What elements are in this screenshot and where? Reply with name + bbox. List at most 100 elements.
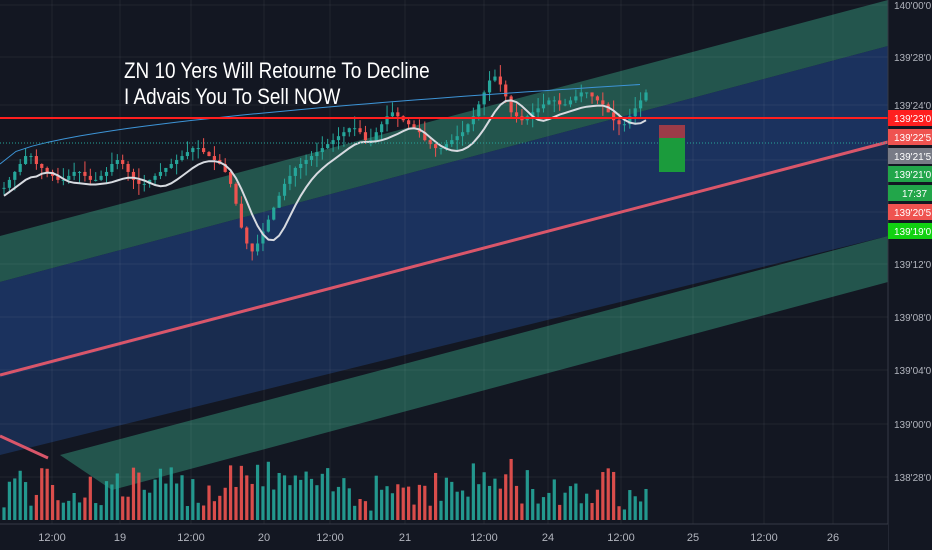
volume-bar [590, 503, 594, 520]
candle-body [121, 160, 125, 164]
candle-body [536, 108, 540, 113]
volume-bar [482, 472, 486, 520]
volume-bar [585, 493, 589, 520]
volume-bar [126, 496, 130, 520]
volume-bar [471, 463, 475, 520]
time-axis[interactable] [0, 524, 888, 550]
volume-bar [309, 478, 314, 520]
candle-body [61, 179, 65, 181]
candle-body [115, 160, 119, 164]
volume-bar [164, 483, 168, 520]
candle-body [412, 124, 416, 129]
volume-bar [223, 487, 227, 520]
candle-body [175, 160, 179, 164]
candle-body [336, 136, 341, 141]
candle-body [628, 116, 632, 125]
price-axis[interactable] [888, 0, 932, 550]
candle-body [126, 163, 130, 172]
candle-body [471, 116, 475, 125]
volume-bar [579, 503, 583, 520]
volume-bar [266, 461, 270, 520]
price-badge-bg [888, 223, 932, 239]
volume-bar [202, 505, 206, 520]
time-tick-label: 12:00 [607, 532, 635, 544]
candle-body [423, 132, 427, 141]
volume-bar [239, 465, 243, 520]
candle-body [601, 100, 605, 105]
volume-bar [417, 484, 422, 520]
price-badge-bg [888, 148, 932, 164]
candle-body [331, 140, 335, 145]
candle-body [23, 156, 28, 164]
candle-body [67, 175, 71, 180]
time-tick-label: 25 [687, 532, 699, 544]
price-tick-label: 140'00'0 [894, 1, 932, 12]
price-badge-label: 17:37 [902, 189, 927, 200]
candle-body [320, 148, 324, 153]
candle-body [104, 171, 109, 176]
volume-bar [574, 483, 578, 520]
candle-body [245, 227, 249, 244]
volume-bar [493, 478, 497, 520]
volume-bar [433, 472, 438, 520]
volume-bar [617, 506, 621, 520]
price-badge-last: 139'21'5 [888, 148, 932, 164]
volume-bar [498, 488, 502, 520]
candle-body [482, 92, 486, 105]
candle-body [137, 179, 141, 184]
volume-bar [261, 486, 265, 520]
time-axis-ticks: 12:00 19 12:00 20 12:00 21 12:00 24 12:00 25 12:00… [38, 532, 839, 544]
volume-bar [121, 496, 125, 520]
candle-body [99, 175, 103, 180]
candle-body [590, 92, 594, 97]
candle-body [88, 175, 92, 180]
time-tick-label: 24 [542, 532, 554, 544]
volume-bar [72, 492, 76, 520]
volume-bar [390, 493, 395, 520]
volume-bar [34, 494, 38, 520]
volume-bar [2, 507, 6, 520]
candle-body [72, 171, 76, 176]
moving-average-line [3, 99, 647, 242]
volume-bar [428, 505, 432, 520]
candle-body [255, 243, 260, 252]
candle-body [77, 171, 82, 173]
candle-body [493, 76, 497, 81]
volume-bar [175, 483, 179, 520]
trendline-lower [0, 140, 889, 377]
candle-body [261, 231, 265, 244]
candle-body [56, 175, 60, 180]
price-badge-label: 139'22'5 [894, 133, 932, 144]
price-badge-ask: 139'19'0 [888, 223, 932, 239]
volume-bar [326, 468, 330, 520]
candle-body [552, 100, 556, 102]
volume-bar [131, 467, 136, 520]
volume-bar [622, 509, 627, 520]
volume-bar [401, 487, 405, 520]
volume-bar [487, 485, 492, 520]
price-badge-bg [888, 185, 932, 201]
volume-bar [606, 468, 610, 520]
volume-bar [536, 503, 540, 520]
volume-bar [520, 503, 524, 520]
candle-body [460, 132, 465, 137]
candle-body [644, 92, 648, 101]
candle-body [185, 152, 190, 157]
candle-body [40, 163, 44, 168]
candle-body [223, 163, 227, 172]
volume-bar [169, 467, 173, 520]
take-profit-zone[interactable] [659, 138, 685, 172]
candle-body [131, 171, 136, 180]
candle-body [558, 100, 562, 105]
time-tick-label: 12:00 [316, 532, 344, 544]
volume-bar [541, 497, 546, 520]
candle-body [633, 108, 637, 117]
channel-inner-band-lower [0, 142, 888, 455]
volume-bar [385, 486, 389, 520]
candle-body [299, 163, 303, 168]
annotation-line-1: ZN 10 Yers Will Retourne To Decline [124, 58, 430, 83]
candle-body [439, 148, 443, 150]
stop-loss-zone[interactable] [659, 125, 685, 138]
volume-bar [148, 492, 152, 520]
